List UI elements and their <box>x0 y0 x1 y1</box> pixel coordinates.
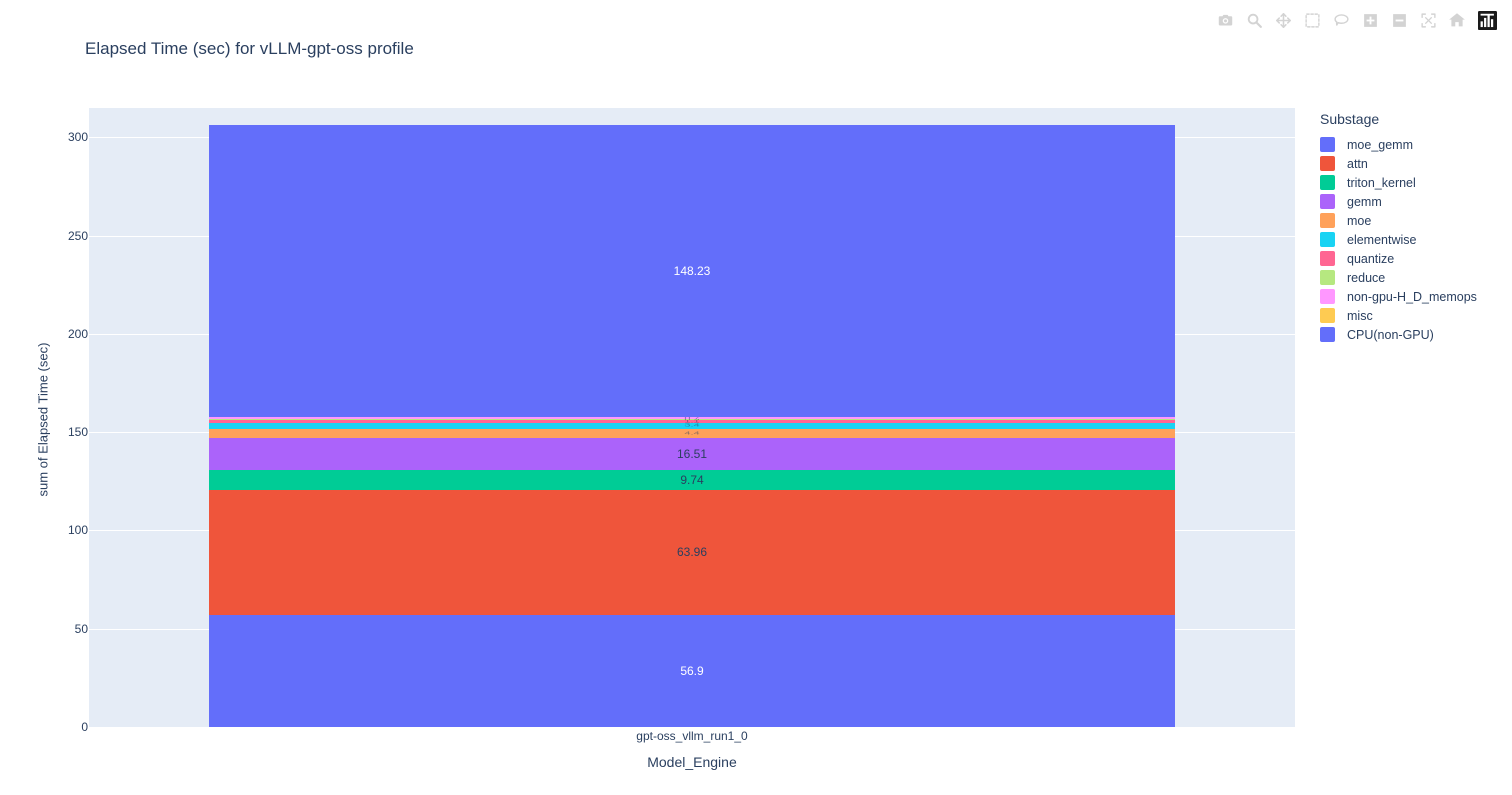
legend-swatch <box>1320 251 1335 266</box>
plot-area[interactable]: 148.23 0.40.70.91.13.44.4 16.51 9.74 63.96 56… <box>89 108 1295 728</box>
bar-segment-value-label: 0.7 <box>684 417 699 418</box>
y-axis-tick-label: 200 <box>67 326 88 341</box>
legend-item-label: CPU(non-GPU) <box>1347 327 1434 342</box>
legend-swatch <box>1320 289 1335 304</box>
legend-title: Substage <box>1320 111 1380 127</box>
bar-segment-value-label: 16.51 <box>676 447 708 462</box>
legend-swatch <box>1320 194 1335 209</box>
bar-segment-CPU(non-GPU)[interactable]: 148.23 <box>209 125 1175 417</box>
y-axis-tick-label: 250 <box>67 228 88 243</box>
y-axis-tick-label: 300 <box>67 130 88 145</box>
legend-swatch <box>1320 156 1335 171</box>
legend-item-moe_gemm[interactable]: moe_gemm <box>1320 135 1477 154</box>
bar-segment-value-label: 148.23 <box>673 263 711 278</box>
reset-axes-icon[interactable] <box>1447 10 1467 30</box>
bar-segment-value-label: 63.96 <box>676 545 708 560</box>
legend-item-label: elementwise <box>1347 232 1417 247</box>
y-axis-tick-label: 150 <box>67 425 88 440</box>
plotly-logo-icon[interactable] <box>1476 9 1498 31</box>
y-axis-title: sum of Elapsed Time (sec) <box>35 342 51 497</box>
legend-item-label: moe <box>1347 213 1372 228</box>
x-axis-tick-label: gpt-oss_vllm_run1_0 <box>636 729 748 743</box>
legend-item-moe[interactable]: moe <box>1320 211 1477 230</box>
legend-swatch <box>1320 232 1335 247</box>
legend-item-label: moe_gemm <box>1347 137 1413 152</box>
legend-item-quantize[interactable]: quantize <box>1320 249 1477 268</box>
bar-segment-triton_kernel[interactable]: 9.74 <box>209 470 1175 490</box>
legend-item-triton_kernel[interactable]: triton_kernel <box>1320 173 1477 192</box>
bar-segment-value-label: 3.4 <box>684 423 700 429</box>
bar-segment-elementwise[interactable]: 3.4 <box>209 422 1175 430</box>
bar-segment-quantize[interactable]: 1.1 <box>209 420 1175 423</box>
bar-segment-attn[interactable]: 63.96 <box>209 489 1175 616</box>
bar-segment-value-label: 1.1 <box>684 420 699 422</box>
legend-swatch <box>1320 175 1335 190</box>
camera-icon[interactable] <box>1215 10 1235 30</box>
bar-segment-value-label: 0.4 <box>684 417 699 418</box>
legend-swatch <box>1320 327 1335 342</box>
legend-item-label: attn <box>1347 156 1368 171</box>
legend-item-label: gemm <box>1347 194 1382 209</box>
legend-item-attn[interactable]: attn <box>1320 154 1477 173</box>
legend-swatch <box>1320 137 1335 152</box>
legend-item-reduce[interactable]: reduce <box>1320 268 1477 287</box>
legend-swatch <box>1320 213 1335 228</box>
page-title: Elapsed Time (sec) for vLLM-gpt-oss prof… <box>85 39 414 58</box>
zoom-out-icon[interactable] <box>1389 10 1409 30</box>
legend-item-non-gpu-H_D_memops[interactable]: non-gpu-H_D_memops <box>1320 287 1477 306</box>
legend-item-elementwise[interactable]: elementwise <box>1320 230 1477 249</box>
modebar[interactable] <box>1215 9 1498 31</box>
zoom-icon[interactable] <box>1244 10 1264 30</box>
pan-icon[interactable] <box>1273 10 1293 30</box>
x-axis-title: Model_Engine <box>647 754 737 770</box>
legend-item-CPU(non-GPU)[interactable]: CPU(non-GPU) <box>1320 325 1477 344</box>
stacked-bar-gpt-oss_vllm_run1_0[interactable]: 148.23 0.40.70.91.13.44.4 16.51 9.74 63.96 56… <box>209 125 1175 727</box>
legend-item-gemm[interactable]: gemm <box>1320 192 1477 211</box>
lasso-select-icon[interactable] <box>1331 10 1351 30</box>
bar-segment-gemm[interactable]: 16.51 <box>209 437 1175 471</box>
legend-item-label: misc <box>1347 308 1373 323</box>
bar-segment-misc[interactable]: 0.4 <box>209 416 1175 418</box>
legend-item-label: triton_kernel <box>1347 175 1416 190</box>
box-select-icon[interactable] <box>1302 10 1322 30</box>
legend-item-label: non-gpu-H_D_memops <box>1347 289 1477 304</box>
y-axis-tick-label: 0 <box>81 720 88 734</box>
bar-segment-moe_gemm[interactable]: 56.9 <box>209 615 1175 727</box>
legend-item-label: quantize <box>1347 251 1395 266</box>
autoscale-icon[interactable] <box>1418 10 1438 30</box>
bar-segment-reduce[interactable]: 0.9 <box>209 418 1175 421</box>
y-axis-tick-label: 100 <box>67 523 88 538</box>
zoom-in-icon[interactable] <box>1360 10 1380 30</box>
legend-item-label: reduce <box>1347 270 1386 285</box>
legend-item-misc[interactable]: misc <box>1320 306 1477 325</box>
bar-segment-value-label: 0.9 <box>684 419 699 421</box>
bar-segment-non-gpu-H_D_memops[interactable]: 0.7 <box>209 417 1175 419</box>
bar-segment-value-label: 9.74 <box>680 472 704 487</box>
legend-swatch <box>1320 270 1335 285</box>
bar-segment-value-label: 56.9 <box>680 664 704 679</box>
legend[interactable]: Substage moe_gemm attn triton_kernel gemm mo… <box>1320 111 1477 344</box>
y-axis-tick-label: 50 <box>74 621 88 636</box>
gridline <box>89 727 1295 728</box>
bar-segment-value-label: 4.4 <box>684 430 700 437</box>
bar-segment-moe[interactable]: 4.4 <box>209 429 1175 438</box>
legend-swatch <box>1320 308 1335 323</box>
